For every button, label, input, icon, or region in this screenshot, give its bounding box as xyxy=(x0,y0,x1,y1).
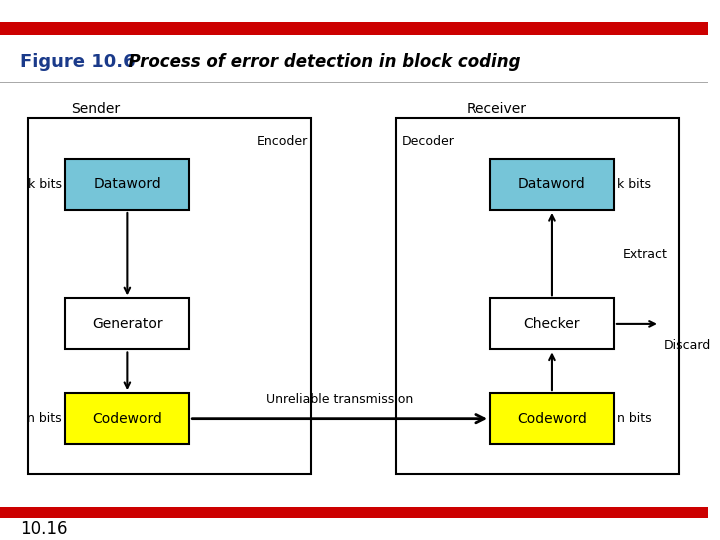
Text: n bits: n bits xyxy=(27,412,62,425)
Text: Sender: Sender xyxy=(71,102,120,116)
Text: Decoder: Decoder xyxy=(402,134,455,147)
Text: 10.16: 10.16 xyxy=(20,520,67,538)
Bar xyxy=(0,507,708,518)
Bar xyxy=(490,159,614,210)
Text: Process of error detection in block coding: Process of error detection in block codi… xyxy=(117,53,521,71)
Bar xyxy=(490,393,614,444)
Text: Dataword: Dataword xyxy=(518,178,586,192)
Text: Discard: Discard xyxy=(663,339,711,352)
Bar xyxy=(0,82,708,84)
Text: Generator: Generator xyxy=(92,317,163,331)
Text: Codeword: Codeword xyxy=(517,411,587,426)
Text: Figure 10.6: Figure 10.6 xyxy=(20,53,135,71)
Bar xyxy=(490,298,614,349)
Text: Extract: Extract xyxy=(622,248,667,261)
Bar xyxy=(28,118,311,474)
Bar xyxy=(66,298,189,349)
Bar xyxy=(396,118,680,474)
Bar xyxy=(0,22,708,35)
Text: Checker: Checker xyxy=(523,317,580,331)
Text: n bits: n bits xyxy=(618,412,652,425)
Text: k bits: k bits xyxy=(618,178,652,191)
Bar xyxy=(66,393,189,444)
Text: k bits: k bits xyxy=(28,178,62,191)
Text: Unreliable transmission: Unreliable transmission xyxy=(266,393,413,406)
Text: Codeword: Codeword xyxy=(92,411,162,426)
Text: Encoder: Encoder xyxy=(256,134,308,147)
Text: Receiver: Receiver xyxy=(467,102,527,116)
Bar xyxy=(66,159,189,210)
Text: Dataword: Dataword xyxy=(94,178,161,192)
